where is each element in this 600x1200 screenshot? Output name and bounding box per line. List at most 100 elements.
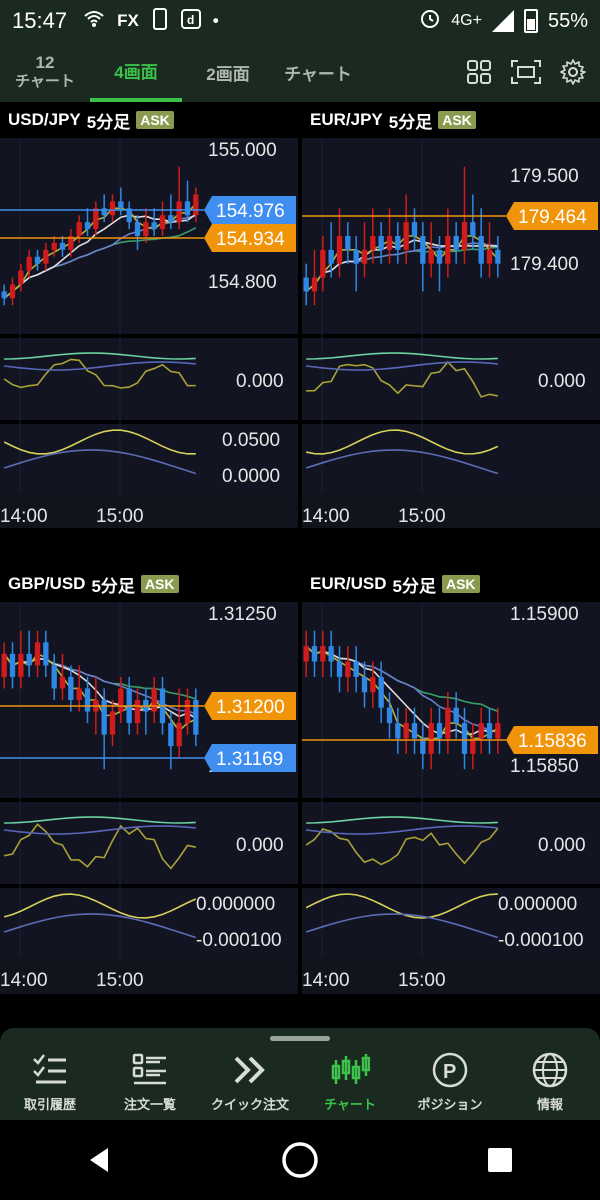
chart-svg[interactable]: 1.15900 1.15850 1.15836 0.000 0.000000 -0.000…	[302, 602, 600, 994]
chart-panel-gbpusd[interactable]: GBP/USD 5分足 ASK 1.312501.311501.311691.3…	[0, 566, 298, 994]
candle-body	[303, 277, 309, 292]
bottom-navigation: 取引履歴 注文一覧 クイック注文 チャート P ポジション 情報	[0, 1028, 600, 1120]
candle-body	[176, 201, 182, 223]
chart-panel-usdjpy[interactable]: USD/JPY 5分足 ASK 155.000154.900154.800154…	[0, 102, 298, 528]
candle-body	[336, 661, 343, 677]
chart-svg[interactable]: 179.500 179.400 179.464 0.000 14:00 15:00	[302, 138, 600, 528]
candle-body	[328, 249, 334, 264]
ask-price-tag: 1.31200	[204, 692, 296, 720]
candle-body	[193, 194, 199, 216]
screen-tab-bar: 12 チャート 4画面 2画面 チャート	[0, 42, 600, 102]
candle-body	[378, 236, 384, 250]
oscillator-line	[4, 361, 196, 371]
chart-mode-icon[interactable]	[510, 59, 542, 85]
alarm-icon	[419, 7, 441, 35]
oscillator-pane	[0, 802, 298, 884]
position-icon: P	[432, 1052, 468, 1088]
chart-svg[interactable]: 1.312501.311501.311691.312000.0000.00000…	[0, 602, 298, 994]
chart-svg[interactable]: 155.000154.900154.800154.976154.9340.000…	[0, 138, 298, 528]
back-icon[interactable]	[80, 1140, 120, 1180]
candle-body	[395, 723, 401, 739]
settings-gear-icon[interactable]	[560, 59, 586, 85]
candle-body	[184, 700, 191, 724]
ask-price-tag-text: 1.31200	[216, 697, 285, 718]
candle-body	[168, 723, 174, 747]
tab-2-screens[interactable]: 2画面	[182, 42, 274, 102]
time-axis-area	[0, 958, 298, 994]
nav-label: チャート	[324, 1097, 376, 1112]
home-icon[interactable]	[280, 1140, 320, 1180]
chart-panel-eurjpy[interactable]: EUR/JPY 5分足 ASK 179.500 179.400 179.464 0.0…	[302, 102, 600, 528]
macd-line	[306, 429, 499, 455]
candle-body	[420, 738, 426, 754]
candle-body	[184, 201, 191, 216]
candle-body	[9, 284, 16, 299]
timeframe-label: 5分足	[91, 576, 135, 596]
nav-label: 情報	[536, 1097, 563, 1112]
nav-trade-history[interactable]: 取引履歴	[5, 1050, 95, 1113]
candle-body	[336, 236, 343, 264]
ask-badge: ASK	[136, 111, 174, 129]
ask-price-tag: 154.934	[204, 224, 296, 252]
candle-body	[386, 707, 393, 724]
time-tick-label: 15:00	[398, 506, 446, 527]
oscillator-line	[306, 825, 498, 835]
candle-body	[34, 256, 41, 264]
candle-body	[59, 676, 66, 689]
time-axis-area	[302, 958, 600, 994]
pair-name: USD/JPY	[8, 110, 81, 129]
grid-layout-icon[interactable]	[466, 59, 492, 85]
oscillator-line	[306, 361, 498, 371]
oscillator-value-label: 0.000	[236, 371, 284, 392]
nav-order-list[interactable]: 注文一覧	[105, 1050, 195, 1113]
time-axis-area	[302, 494, 600, 528]
macd-signal-line	[305, 449, 499, 475]
candle-body	[93, 208, 99, 230]
oscillator-tick-label: 0.0500	[222, 430, 280, 451]
ask-price-tag-shape	[204, 692, 296, 720]
candle-body	[168, 215, 174, 223]
candle-body	[18, 270, 24, 285]
oscillator-tick-label: -0.000100	[498, 930, 584, 951]
ask-badge: ASK	[441, 575, 480, 593]
pane-divider	[0, 420, 298, 424]
nav-info[interactable]: 情報	[505, 1050, 595, 1113]
ask-price-tag: 1.15836	[506, 726, 598, 754]
ask-badge: ASK	[140, 575, 179, 593]
candle-body	[320, 249, 326, 278]
signal-icon	[491, 10, 514, 32]
nav-chart[interactable]: チャート	[305, 1050, 395, 1113]
nav-quick-order[interactable]: クイック注文	[205, 1050, 295, 1113]
oscillator-tick-label: 0.000000	[498, 894, 577, 915]
chart-panel-eurusd[interactable]: EUR/USD 5分足 ASK 1.15900 1.15850 1.15836 0.0…	[302, 566, 600, 994]
drag-handle[interactable]	[270, 1036, 330, 1041]
bid-price-tag-text: 154.976	[216, 201, 285, 222]
status-time: 15:47	[12, 8, 68, 33]
oscillator-value-label: 0.000	[538, 835, 586, 856]
candle-body	[76, 222, 82, 236]
candle-body	[26, 256, 32, 271]
tab-chart[interactable]: チャート	[274, 42, 362, 102]
candle-body	[68, 676, 74, 700]
candle-body	[193, 700, 199, 735]
price-tick-label: 179.400	[510, 254, 579, 275]
candle-body	[34, 642, 41, 666]
checklist-icon	[33, 1054, 66, 1084]
oscillator-base-line	[306, 352, 498, 360]
d-icon: d	[180, 8, 201, 34]
panel-header: EUR/JPY 5分足 ASK	[302, 102, 600, 138]
nav-position[interactable]: P ポジション	[405, 1050, 495, 1113]
price-pane	[302, 138, 600, 334]
tab-4-screens[interactable]: 4画面	[90, 42, 182, 102]
recents-icon[interactable]	[480, 1140, 520, 1180]
time-tick-label: 15:00	[398, 970, 446, 991]
candle-body	[109, 201, 116, 216]
bid-price-tag-shape	[204, 744, 296, 772]
candle-body	[1, 291, 7, 299]
tab-12-chart[interactable]: 12 チャート	[0, 42, 90, 102]
candle-body	[411, 723, 418, 739]
nav-label: クイック注文	[210, 1097, 289, 1112]
ask-badge: ASK	[438, 111, 476, 129]
candle-body	[353, 249, 359, 264]
tab-4-screens-label: 4画面	[114, 62, 158, 82]
